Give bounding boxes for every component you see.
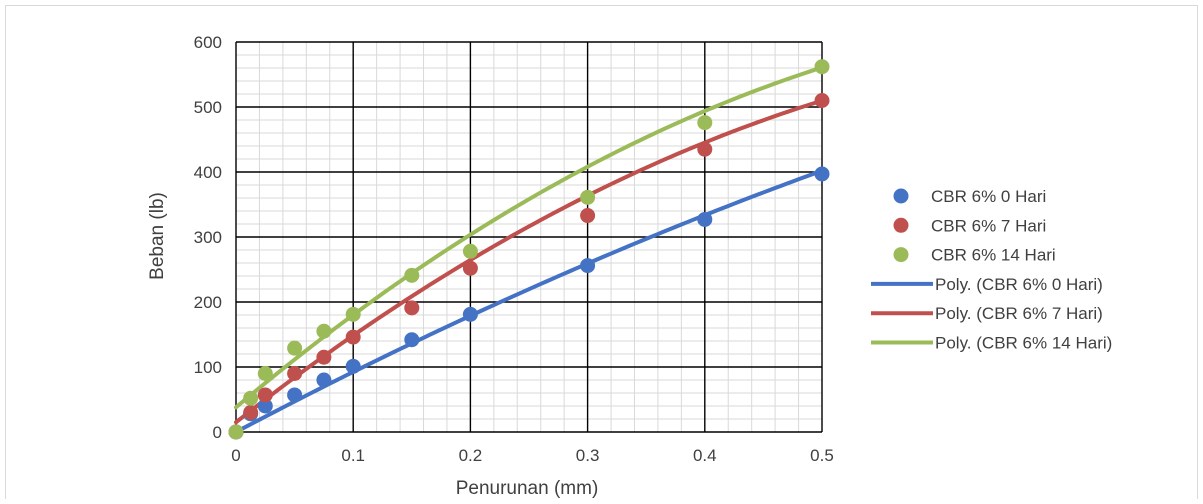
legend-label: CBR 6% 14 Hari [931,246,1056,265]
y-tick-label: 300 [194,228,222,247]
y-tick-label: 100 [194,358,222,377]
data-point [404,267,420,283]
x-axis-title: Penurunan (mm) [456,478,599,499]
data-point [257,398,273,414]
data-point [257,366,273,381]
data-point [316,323,332,339]
data-point [697,115,713,131]
data-point [697,211,713,227]
data-point [316,349,332,365]
data-point [287,340,303,356]
data-point [814,166,830,182]
grid [235,41,823,433]
data-point [243,405,259,420]
y-tick-label: 400 [194,163,222,182]
legend-marker [893,247,909,263]
trendline [234,98,824,425]
data-point [814,59,830,75]
data-point [462,243,478,259]
legend-label: CBR 6% 7 Hari [931,216,1046,235]
legend-marker [893,217,909,233]
legend-label: Poly. (CBR 6% 7 Hari) [935,304,1103,323]
data-point [228,424,244,440]
legend: CBR 6% 0 Hari CBR 6% 7 Hari CBR 6% 14 Hari… [871,187,1112,353]
data-point [257,387,273,403]
trendline [234,65,824,410]
x-tick-label: 0.5 [810,446,834,465]
tick-labels: 0 0.1 0.2 0.3 0.4 0.5 0 100 200 300 400 500 600 [194,33,834,465]
chart-border [5,5,1198,504]
data-point [345,358,361,374]
data-point [462,260,478,276]
data-point [580,189,596,205]
y-tick-label: 200 [194,293,222,312]
x-tick-label: 0.2 [459,446,483,465]
x-tick-label: 0 [231,446,240,465]
legend-label: Poly. (CBR 6% 0 Hari) [935,275,1103,294]
data-markers [228,59,830,440]
data-point [462,306,478,322]
data-point [814,93,830,108]
legend-marker [893,188,909,204]
data-point [404,332,420,348]
data-point [316,372,332,388]
trendline [234,168,824,434]
data-point [287,366,303,381]
data-point [345,329,361,345]
y-tick-label: 0 [213,423,222,442]
data-point [345,306,361,322]
data-point [243,390,259,406]
y-tick-label: 500 [194,98,222,117]
x-tick-label: 0.3 [576,446,600,465]
x-tick-label: 0.1 [341,446,365,465]
x-tick-label: 0.4 [693,446,717,465]
data-point [697,141,713,157]
trendlines [234,65,824,434]
data-point [287,387,303,403]
y-tick-label: 600 [194,33,222,52]
y-axis-title: Beban (lb) [147,192,168,280]
data-point [404,300,420,316]
legend-label: CBR 6% 0 Hari [931,187,1046,206]
data-point [580,258,596,274]
legend-label: Poly. (CBR 6% 14 Hari) [935,334,1112,353]
data-point [580,208,596,224]
